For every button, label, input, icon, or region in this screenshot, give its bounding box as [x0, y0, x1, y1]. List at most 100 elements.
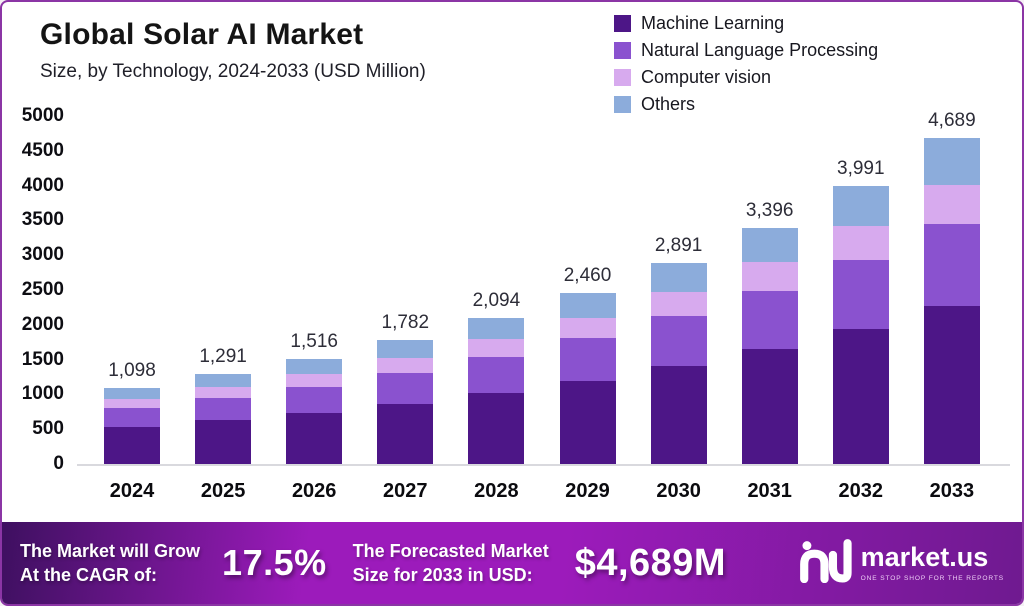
x-axis-label-2025: 2025 [200, 480, 246, 502]
legend-label: Natural Language Processing [641, 40, 879, 60]
y-axis-tick-4000: 4000 [21, 174, 64, 196]
brand-name: market.us [860, 542, 989, 572]
y-axis-tick-5000: 5000 [21, 105, 64, 126]
bar-value-label: 4,689 [928, 109, 976, 131]
bar-value-label: 1,782 [381, 312, 430, 333]
x-axis-label-2030: 2030 [656, 480, 701, 502]
y-axis-tick-1000: 1000 [21, 383, 64, 405]
y-axis-tick-500: 500 [32, 418, 64, 440]
bar-segment [650, 366, 707, 464]
bar-segment [104, 387, 160, 399]
legend-item: Natural Language Processing [614, 37, 878, 64]
brand-text: market.us ONE STOP SHOP FOR THE REPORTS [860, 542, 1004, 583]
bar-segment [286, 412, 343, 464]
bar-segment [650, 316, 707, 367]
bar-segment [195, 374, 252, 388]
page-title: Global Solar AI Market [40, 18, 364, 51]
legend-label: Others [641, 94, 696, 114]
bar-segment [468, 393, 525, 464]
cagr-value: 17.5% [222, 542, 327, 583]
bar-segment [377, 340, 434, 358]
bar-segment [559, 292, 616, 318]
bar-segment [104, 398, 160, 408]
y-axis-tick-2000: 2000 [21, 313, 64, 335]
bar-segment [832, 226, 889, 261]
x-axis-label-2031: 2031 [747, 480, 792, 502]
bar-segment [286, 373, 343, 387]
x-axis-label-2027: 2027 [383, 480, 428, 502]
y-axis: 0 500 1000 1500 2000 2500 3000 3500 4000 4500 5000 [8, 105, 64, 474]
market-us-logo-icon [799, 538, 852, 588]
bar-value-label: 2,460 [563, 264, 612, 286]
bar-2029: 2,460 [559, 265, 616, 464]
bar-segment [832, 260, 889, 330]
legend-swatch [614, 69, 631, 86]
bar-segment [559, 338, 616, 381]
bar-segment [923, 224, 980, 306]
y-axis-tick-4500: 4500 [21, 139, 64, 161]
bar-segment [195, 387, 252, 399]
forecast-label-line2: Size for 2033 in USD: [352, 565, 533, 585]
bar-2033: 4,689 [923, 110, 980, 464]
footer-banner: The Market will Grow At the CAGR of: 17.… [2, 522, 1022, 604]
legend-swatch [614, 42, 631, 59]
bar-2024: 1,098 [104, 360, 160, 464]
bar-segment [195, 398, 252, 421]
cagr-label-line2: At the CAGR of: [20, 565, 157, 585]
bar-2025: 1,291 [195, 346, 252, 464]
bar-segment [741, 349, 798, 464]
bar-segment [468, 339, 525, 358]
bar-segment [559, 380, 616, 464]
bar-value-label: 1,098 [108, 359, 156, 381]
chart-subtitle: Size, by Technology, 2024-2033 (USD Mill… [40, 61, 426, 82]
bar-segment [104, 407, 160, 427]
bar-segment [286, 358, 343, 374]
x-axis-label-2024: 2024 [109, 480, 155, 502]
bar-2032: 3,991 [832, 158, 889, 464]
bar-segment [741, 227, 798, 262]
bar-value-label: 2,094 [472, 290, 521, 312]
cagr-label-line1: The Market will Grow [20, 540, 201, 561]
x-axis-label-2033: 2033 [929, 480, 975, 502]
bar-segment [832, 186, 889, 227]
legend-label: Machine Learning [641, 13, 785, 33]
bar-2030: 2,891 [650, 235, 707, 464]
chart-legend: Machine Learning Natural Language Process… [614, 10, 878, 118]
plot-area: 1,098 2024 1,291 2025 1,516 2026 1,782 2027 2,09… [77, 110, 1010, 502]
bar-2028: 2,094 [468, 290, 525, 464]
bar-value-label: 1,516 [290, 330, 338, 352]
legend-swatch [614, 96, 631, 113]
x-axis-label-2029: 2029 [565, 480, 610, 502]
legend-item: Computer vision [614, 64, 878, 91]
y-axis-tick-3500: 3500 [21, 209, 64, 231]
bar-segment [286, 386, 343, 413]
legend-item: Machine Learning [614, 10, 878, 37]
bar-segment [559, 317, 616, 339]
legend-item: Others [614, 91, 878, 118]
forecast-label: The Forecasted Market Size for 2033 in U… [353, 539, 549, 588]
bar-2027: 1,782 [377, 312, 434, 464]
bar-segment [923, 185, 980, 225]
y-axis-tick-2500: 2500 [21, 279, 64, 300]
bar-segment [377, 372, 434, 404]
x-axis-label-2032: 2032 [838, 480, 884, 502]
bar-segment [650, 262, 707, 292]
chart-header: Global Solar AI Market Size, by Technolo… [40, 18, 426, 83]
bar-segment [832, 329, 889, 464]
y-axis-tick-1500: 1500 [21, 348, 64, 370]
x-axis-label-2028: 2028 [474, 480, 519, 502]
bar-2026: 1,516 [286, 331, 343, 464]
bar-segment [923, 305, 980, 464]
bar-segment [468, 318, 525, 340]
bar-value-label: 2,891 [654, 234, 703, 256]
brand-logo: market.us ONE STOP SHOP FOR THE REPORTS [799, 538, 1004, 588]
bar-value-label: 3,991 [837, 158, 885, 180]
bar-value-label: 3,396 [745, 199, 794, 221]
bar-segment [195, 420, 252, 464]
bar-2031: 3,396 [741, 200, 798, 464]
bar-value-label: 1,291 [199, 346, 247, 368]
bar-segment [377, 403, 434, 464]
y-axis-tick-3000: 3000 [21, 244, 64, 266]
legend-swatch [614, 15, 631, 32]
